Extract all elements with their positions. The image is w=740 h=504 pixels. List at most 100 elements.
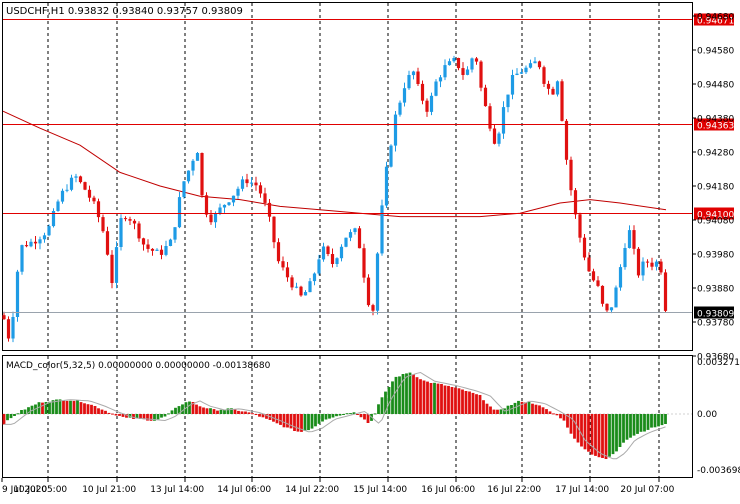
- candlestick[interactable]: [92, 195, 96, 204]
- candlestick[interactable]: [407, 70, 411, 90]
- candlestick[interactable]: [587, 252, 591, 272]
- candlestick[interactable]: [443, 59, 447, 81]
- candlestick[interactable]: [164, 240, 168, 257]
- candlestick[interactable]: [366, 274, 371, 307]
- candlestick[interactable]: [69, 174, 74, 192]
- candlestick[interactable]: [339, 244, 344, 262]
- candlestick[interactable]: [146, 239, 150, 253]
- candlestick[interactable]: [375, 252, 380, 315]
- candlestick[interactable]: [533, 57, 537, 64]
- candlestick[interactable]: [173, 227, 177, 243]
- candlestick[interactable]: [24, 241, 29, 248]
- candlestick[interactable]: [627, 225, 632, 249]
- candlestick[interactable]: [20, 244, 24, 275]
- candlestick[interactable]: [384, 161, 389, 208]
- candlestick[interactable]: [150, 248, 155, 256]
- candlestick[interactable]: [645, 259, 650, 268]
- candlestick[interactable]: [177, 192, 182, 229]
- candlestick[interactable]: [546, 80, 551, 95]
- candlestick[interactable]: [11, 311, 15, 343]
- candlestick[interactable]: [357, 226, 362, 249]
- candlestick[interactable]: [650, 257, 654, 271]
- candlestick[interactable]: [551, 86, 555, 95]
- candlestick[interactable]: [263, 187, 267, 207]
- candlestick[interactable]: [308, 278, 312, 293]
- candlestick[interactable]: [501, 101, 506, 139]
- candlestick[interactable]: [200, 152, 204, 198]
- candlestick[interactable]: [87, 185, 92, 202]
- candlestick[interactable]: [83, 181, 87, 191]
- candlestick[interactable]: [209, 210, 213, 225]
- candlestick[interactable]: [411, 70, 416, 80]
- candlestick[interactable]: [632, 225, 636, 255]
- candlestick[interactable]: [267, 199, 272, 222]
- candlestick[interactable]: [141, 237, 146, 251]
- candlestick[interactable]: [618, 264, 623, 291]
- candlestick[interactable]: [654, 259, 659, 271]
- candlestick[interactable]: [15, 269, 20, 322]
- candlestick[interactable]: [258, 182, 263, 198]
- candlestick[interactable]: [515, 68, 519, 76]
- candlestick[interactable]: [537, 60, 542, 70]
- candlestick[interactable]: [434, 79, 438, 97]
- candlestick[interactable]: [380, 199, 384, 256]
- candlestick[interactable]: [659, 258, 663, 275]
- candlestick[interactable]: [128, 216, 132, 225]
- candlestick[interactable]: [479, 60, 483, 92]
- candlestick[interactable]: [506, 94, 510, 113]
- candlestick[interactable]: [137, 221, 141, 242]
- candlestick[interactable]: [519, 68, 524, 74]
- candlestick[interactable]: [101, 214, 105, 233]
- candlestick[interactable]: [231, 195, 236, 207]
- candlestick[interactable]: [605, 303, 609, 313]
- candlestick[interactable]: [416, 67, 420, 86]
- candlestick[interactable]: [240, 176, 245, 192]
- candlestick[interactable]: [276, 238, 281, 264]
- candlestick[interactable]: [398, 100, 402, 117]
- candlestick[interactable]: [294, 282, 299, 289]
- candlestick[interactable]: [321, 242, 326, 262]
- candlestick[interactable]: [47, 224, 51, 237]
- candlestick[interactable]: [393, 111, 398, 152]
- candlestick[interactable]: [42, 232, 47, 243]
- candlestick[interactable]: [285, 262, 290, 282]
- candlestick[interactable]: [488, 103, 492, 132]
- candlestick[interactable]: [474, 57, 479, 65]
- candlestick[interactable]: [564, 119, 569, 165]
- candlestick[interactable]: [186, 170, 191, 184]
- candlestick[interactable]: [402, 82, 407, 107]
- candlestick[interactable]: [281, 256, 285, 271]
- candlestick[interactable]: [132, 219, 137, 230]
- candlestick[interactable]: [591, 268, 596, 282]
- candlestick[interactable]: [29, 238, 33, 248]
- candlestick[interactable]: [371, 303, 375, 316]
- candlestick[interactable]: [74, 173, 78, 183]
- candlestick[interactable]: [483, 84, 488, 107]
- candlestick[interactable]: [389, 144, 393, 168]
- candlestick[interactable]: [317, 254, 321, 276]
- candlestick[interactable]: [573, 188, 578, 219]
- candlestick[interactable]: [96, 198, 101, 223]
- candlestick[interactable]: [461, 62, 465, 80]
- candlestick[interactable]: [596, 276, 600, 288]
- candlestick[interactable]: [65, 184, 69, 193]
- candlestick[interactable]: [78, 175, 83, 184]
- candlestick[interactable]: [60, 188, 65, 204]
- candlestick[interactable]: [510, 69, 515, 100]
- candlestick[interactable]: [578, 212, 582, 243]
- candlestick[interactable]: [362, 243, 366, 283]
- candlestick[interactable]: [425, 98, 429, 117]
- candlestick[interactable]: [123, 216, 128, 222]
- candlestick[interactable]: [326, 245, 330, 257]
- candlestick[interactable]: [600, 285, 605, 307]
- candlestick[interactable]: [236, 186, 240, 200]
- candlestick[interactable]: [429, 92, 434, 116]
- candlestick[interactable]: [110, 250, 114, 289]
- main-chart-panel[interactable]: [2, 2, 693, 351]
- candlestick[interactable]: [582, 234, 587, 261]
- candlestick[interactable]: [159, 245, 164, 260]
- candlestick[interactable]: [348, 229, 353, 242]
- candlestick[interactable]: [542, 65, 546, 87]
- candlestick[interactable]: [114, 241, 119, 289]
